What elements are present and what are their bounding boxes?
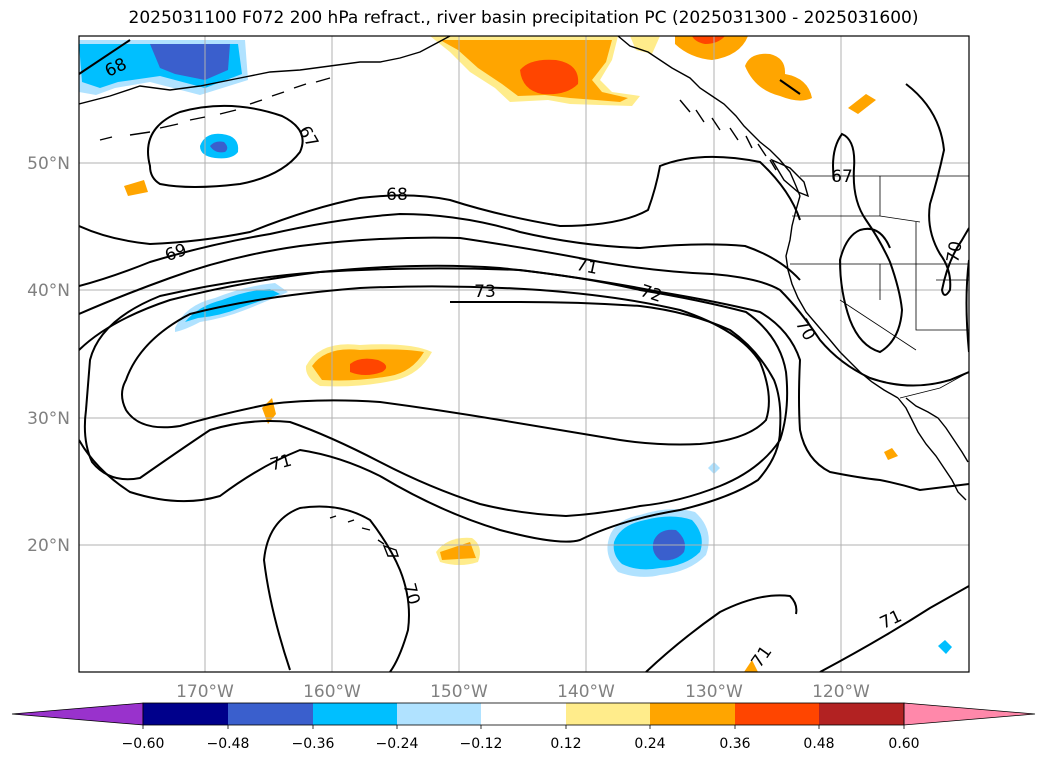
vancouver-island [770,158,810,198]
borders [790,175,969,399]
contour-70-east [905,83,969,353]
contour-71-se [645,585,969,672]
latitude-labels: 50°N 40°N 30°N 20°N [27,154,70,556]
contour-68 [79,155,801,246]
contour-72 [83,264,789,518]
positive-anomaly-area [520,59,579,95]
colorbar-bin [819,703,904,725]
negative-anomaly-area [210,141,228,153]
coastlines [79,36,969,557]
positive-anomaly-area [440,542,476,560]
refractivity-contours [79,39,969,672]
colorbar-tick-label: 0.36 [719,736,750,752]
lon-label: 150°W [430,682,488,702]
lon-label: 160°W [303,682,361,702]
us-west-coast [785,195,899,399]
contour-67 [147,104,304,188]
colorbar-tick-label: −0.24 [376,736,419,752]
positive-anomaly-area [124,180,148,196]
contour-70 [79,236,969,387]
contour-68-nw [79,39,131,75]
positive-anomaly-area [744,660,758,672]
contour-labels: 68 67 68 69 71 73 72 70 67 70 71 70 71 7… [102,54,967,671]
colorbar-tick-label: 0.24 [634,736,665,752]
colorbar-tick-label: −0.36 [292,736,335,752]
positive-anomaly-area [884,448,898,460]
us-mexico-border [899,371,969,399]
colorbar-extend-max [903,702,1036,726]
lat-label: 30°N [27,409,70,429]
positive-anomaly-area [745,53,812,101]
colorbar-bin [397,703,481,725]
lon-label: 130°W [685,682,743,702]
contour-69 [79,212,801,287]
colorbar-bin [566,703,650,725]
contour-label: 67 [831,167,853,187]
contour-label: 71 [574,255,599,279]
panhandle-coast [617,36,801,197]
colorbar-tick-label: −0.60 [122,736,165,752]
contour-71-south [79,301,782,543]
aleutian-islands [99,77,331,141]
colorbar-bin [735,703,819,725]
contour-label: 70 [791,316,819,345]
positive-anomaly-area [692,36,725,44]
lon-label: 170°W [176,682,234,702]
precip-shading [79,36,952,672]
lon-label: 140°W [557,682,615,702]
contour-label: 73 [474,282,496,302]
contour-label: 68 [386,185,408,205]
positive-anomaly-area [675,36,748,60]
lat-label: 40°N [27,281,70,301]
map-area: 68 67 68 69 71 73 72 70 67 70 71 70 71 7… [79,36,969,672]
colorbar-tick-label: −0.12 [460,736,503,752]
colorbar-tick-label: −0.48 [207,736,250,752]
contour-70-south [262,505,410,672]
negative-anomaly-area [150,44,230,80]
panhandle-islands [679,99,777,171]
colorbar: −0.60 −0.48 −0.36 −0.24 −0.12 0.12 0.24 … [11,702,1036,752]
colorbar-tick-label: 0.12 [550,736,581,752]
state-border [790,176,969,351]
colorbar-extend-min [11,702,144,726]
colorbar-bin [228,703,313,725]
colorbar-tick-label: 0.48 [803,736,834,752]
lat-label: 50°N [27,154,70,174]
contour-label: 71 [877,606,905,633]
contour-short [779,79,801,95]
colorbar-tick-label: 0.60 [888,736,919,752]
positive-anomaly-area [848,94,876,114]
contour-label: 70 [943,240,966,265]
alaska-coast [79,36,451,105]
negative-anomaly-area [938,640,952,654]
positive-anomaly-area [630,36,660,54]
contour-73 [121,285,770,446]
positive-anomaly-area [350,358,387,375]
colorbar-bin [650,703,735,725]
colorbar-bin [481,703,566,725]
lat-label: 20°N [27,536,70,556]
colorbar-tick-marks [142,725,905,729]
lon-label: 120°W [812,682,870,702]
map-frame [78,35,970,673]
map-title: 2025031100 F072 200 hPa refract., river … [128,8,919,28]
longitude-labels: 170°W 160°W 150°W 140°W 130°W 120°W [176,682,870,702]
contour-label: 70 [399,581,424,607]
graticule [79,36,969,672]
contour-67-east [832,132,904,354]
colorbar-bin [143,703,228,725]
colorbar-bin [313,703,397,725]
colorbar-frame [142,702,905,726]
contour-71 [79,267,969,492]
hawaiian-islands [329,515,399,557]
